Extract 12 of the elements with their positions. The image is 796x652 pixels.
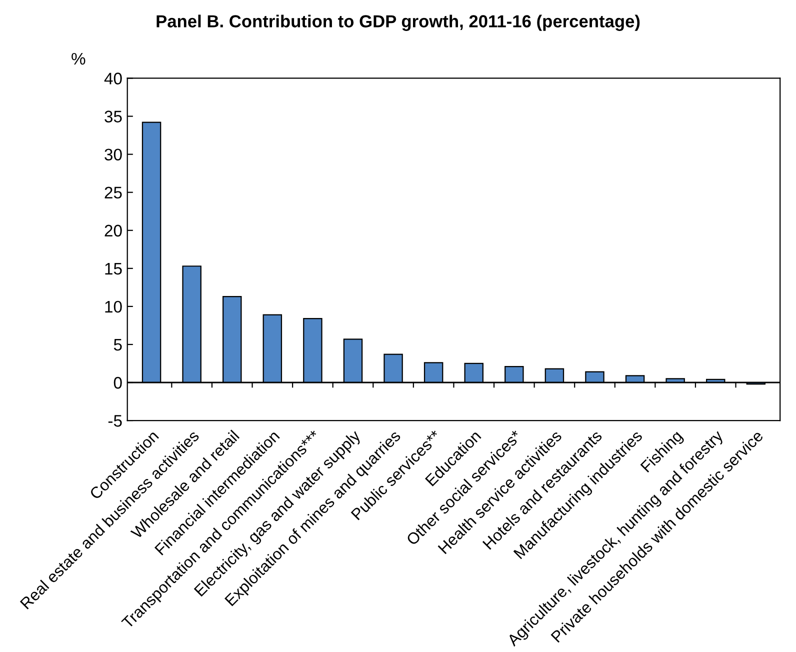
chart-title: Panel B. Contribution to GDP growth, 2011-16 (percentage)	[156, 14, 640, 31]
y-tick-label: 35	[104, 110, 122, 122]
y-tick-label: -5	[108, 415, 122, 427]
y-tick-label: 20	[104, 224, 122, 237]
y-axis-title: %	[72, 52, 86, 65]
y-tick-label: 10	[105, 300, 122, 313]
y-tick-label: 30	[104, 148, 122, 161]
y-tick-label: 5	[114, 339, 122, 351]
y-tick-label: 0	[114, 376, 122, 389]
y-tick-label: 40	[104, 72, 122, 84]
y-tick-label: 15	[105, 262, 122, 275]
y-tick-label: 25	[104, 186, 122, 199]
